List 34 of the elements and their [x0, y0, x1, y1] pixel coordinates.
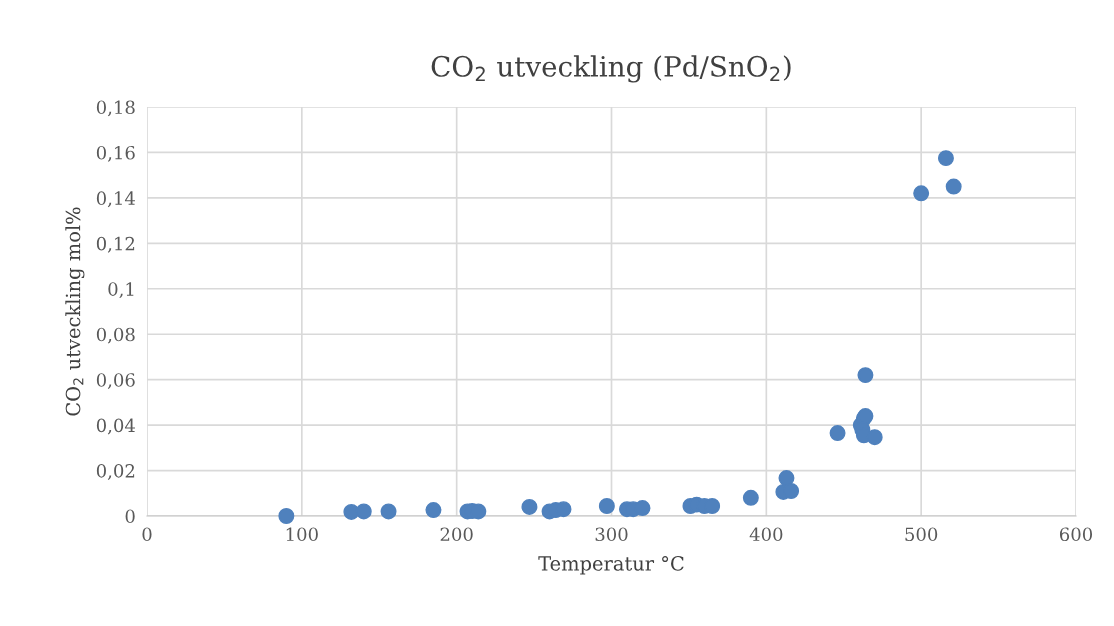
y-tick-label: 0,18 — [96, 100, 135, 117]
y-tick-label: 0 — [125, 509, 135, 524]
point — [937, 150, 954, 167]
y-tick-label: 0,12 — [96, 236, 135, 253]
point — [857, 367, 874, 384]
point — [380, 503, 397, 520]
x-tick-label: 100 — [286, 527, 318, 542]
y-tick-label: 0,08 — [96, 327, 135, 344]
y-tick-label: 0,16 — [96, 145, 135, 162]
point — [866, 429, 883, 446]
y-tick-label: 0,1 — [108, 282, 134, 299]
y-axis-title: CO$_{2}$ utveckling mol% — [65, 207, 85, 416]
x-tick-label: 400 — [749, 527, 783, 542]
y-tick-label: 0,02 — [96, 464, 135, 480]
x-tick-label: 0 — [142, 527, 152, 542]
point — [521, 498, 538, 515]
point — [829, 425, 846, 442]
point — [598, 498, 615, 514]
point — [355, 503, 372, 520]
y-tick-label: 0,06 — [96, 373, 135, 389]
point — [278, 508, 295, 524]
point — [425, 502, 442, 519]
x-tick-label: 200 — [440, 527, 473, 542]
chart-title: CO$_{2}$ utveckling (Pd/SnO$_{2}$) — [431, 55, 791, 83]
point — [945, 178, 962, 195]
x-tick-label: 600 — [1059, 527, 1093, 542]
point — [742, 489, 759, 506]
y-tick-label: 0,04 — [96, 418, 135, 435]
point — [913, 185, 930, 202]
x-tick-label: 500 — [905, 527, 938, 542]
x-tick-label: 300 — [595, 527, 628, 542]
y-tick-label: 0,14 — [96, 191, 135, 208]
point — [778, 470, 795, 487]
x-axis-title: Temperatur °C — [538, 556, 684, 575]
